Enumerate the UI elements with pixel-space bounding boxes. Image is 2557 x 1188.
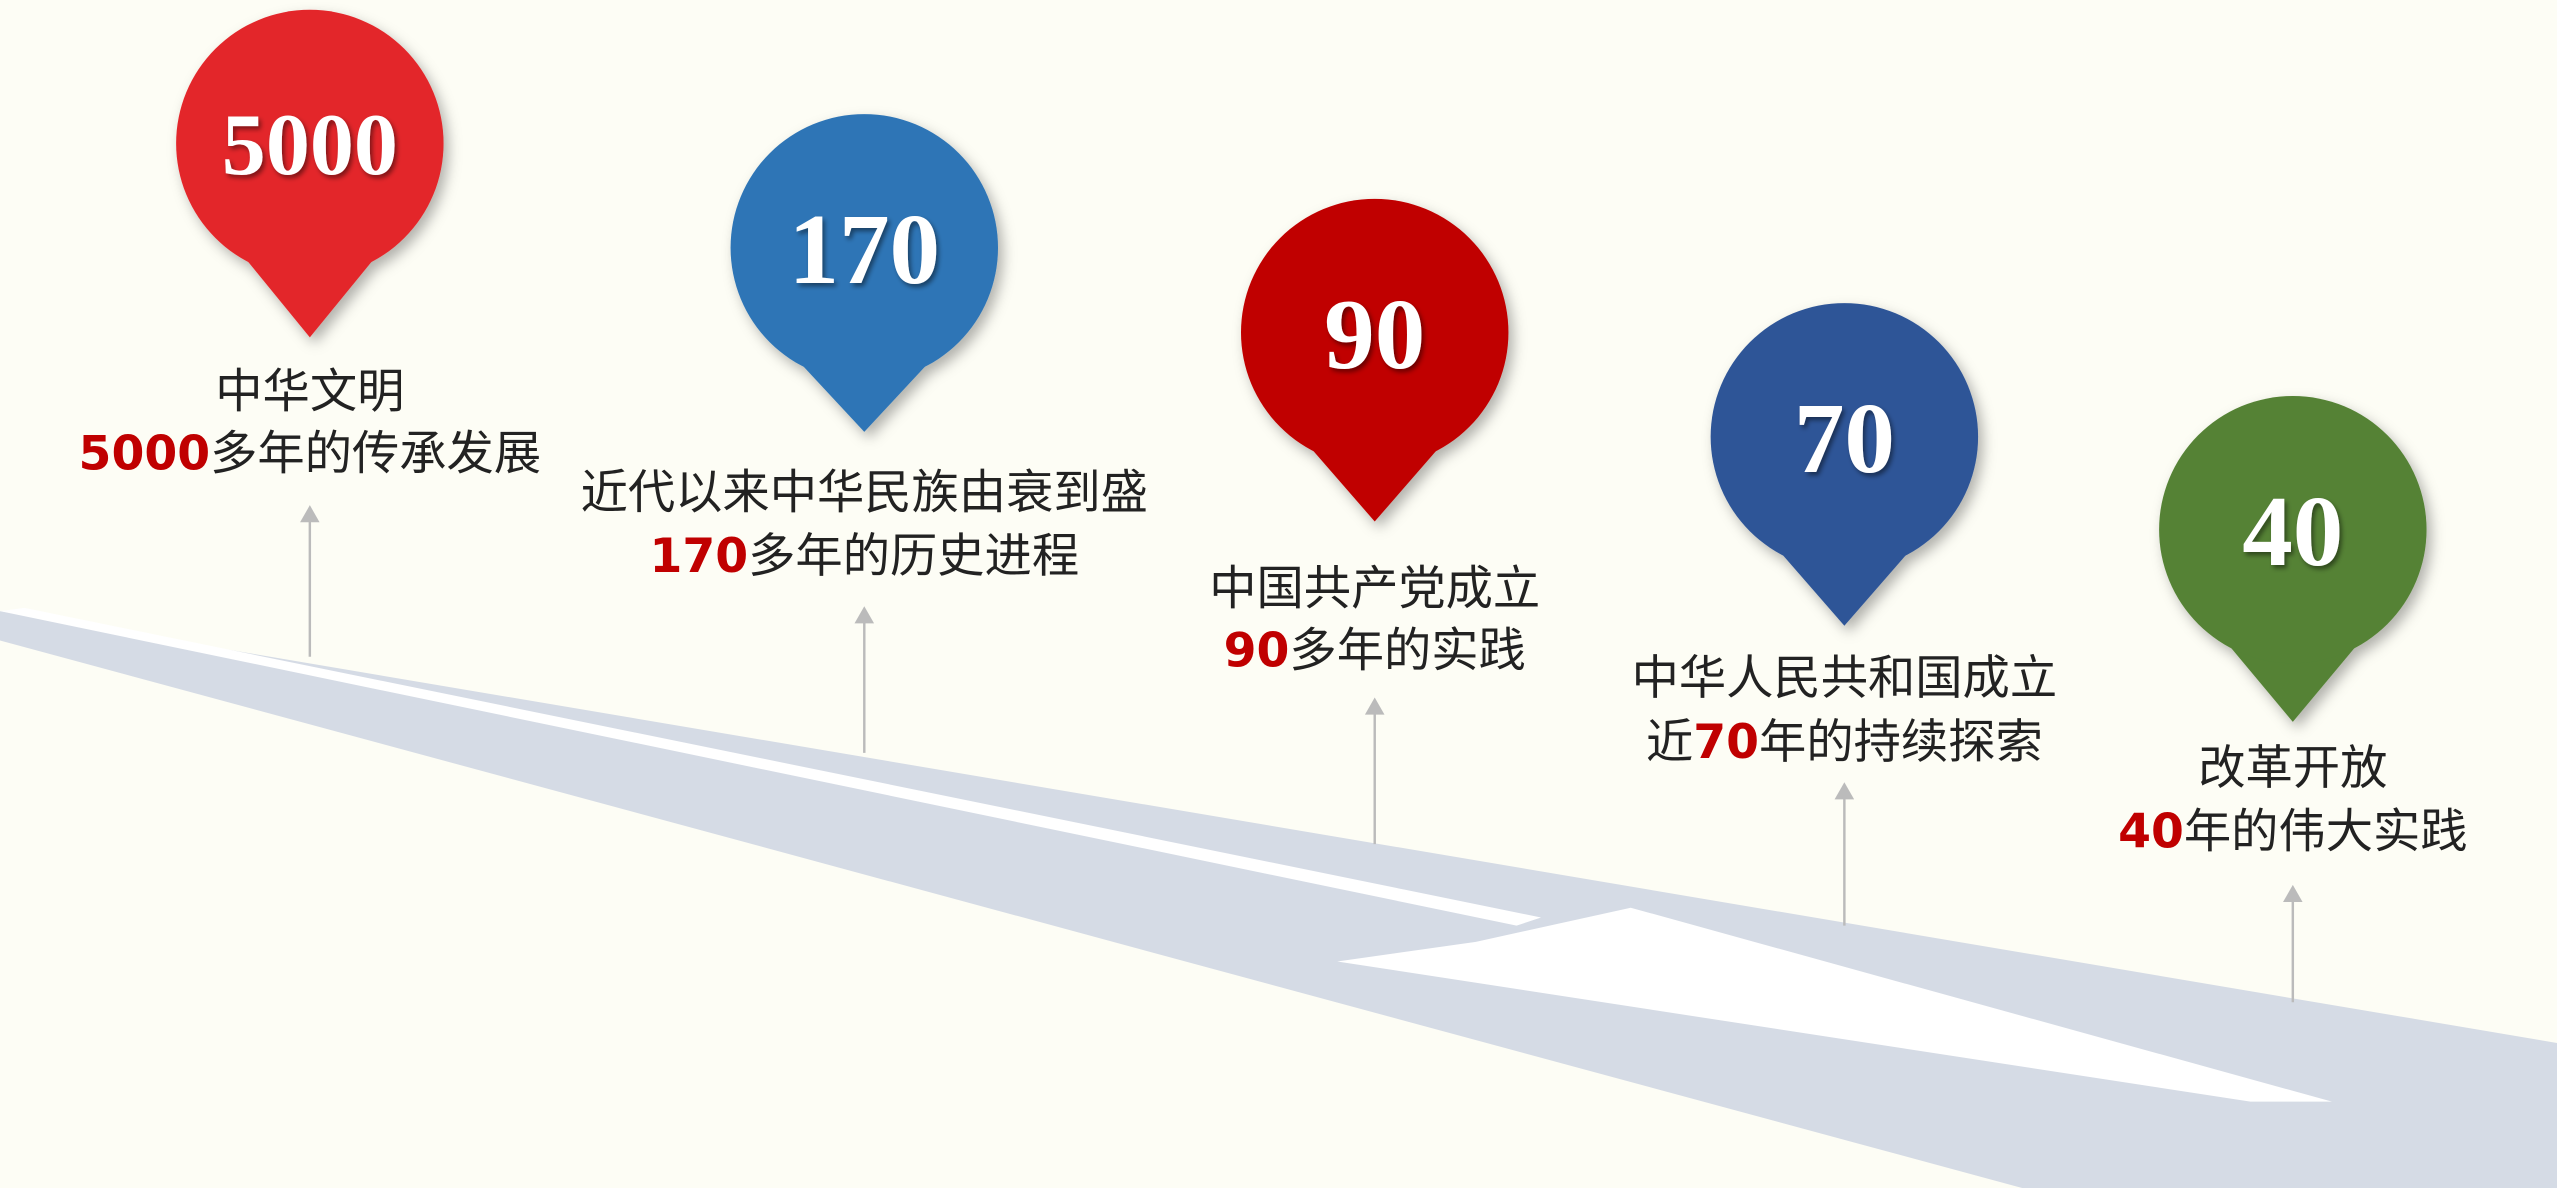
pin-number: 40 (2242, 475, 2343, 587)
detail-suffix: 年的持续探索 (1759, 715, 2043, 770)
milestone-title: 改革开放 (2198, 741, 2387, 796)
milestone-detail: 170多年的历史进程 (649, 529, 1079, 584)
pin-number: 5000 (222, 97, 398, 194)
detail-suffix: 多年的传承发展 (210, 426, 541, 481)
pin-number: 70 (1794, 382, 1895, 494)
detail-suffix: 多年的实践 (1289, 624, 1525, 679)
milestone-title: 中国共产党成立 (1209, 562, 1540, 617)
detail-highlight: 5000 (79, 426, 211, 481)
milestone-detail: 近70年的持续探索 (1646, 715, 2043, 770)
milestone-title: 中华文明 (215, 364, 404, 419)
detail-prefix: 近 (1646, 715, 1693, 770)
milestone-detail: 90多年的实践 (1224, 624, 1526, 679)
detail-highlight: 170 (649, 529, 748, 584)
detail-suffix: 多年的历史进程 (748, 529, 1079, 584)
infographic: 5000中华文明5000多年的传承发展170近代以来中华民族由衰到盛170多年的… (0, 0, 2557, 1188)
detail-highlight: 70 (1693, 715, 1759, 770)
detail-suffix: 年的伟大实践 (2184, 804, 2468, 859)
pin-number: 170 (788, 193, 940, 305)
detail-highlight: 90 (1224, 624, 1290, 679)
milestone-detail: 40年的伟大实践 (2118, 804, 2467, 859)
milestone-detail: 5000多年的传承发展 (79, 426, 542, 481)
milestone-title: 中华人民共和国成立 (1632, 651, 2058, 706)
page: 5000中华文明5000多年的传承发展170近代以来中华民族由衰到盛170多年的… (0, 0, 2557, 1188)
pin-number: 90 (1324, 278, 1425, 390)
detail-highlight: 40 (2118, 804, 2184, 859)
milestone-title: 近代以来中华民族由衰到盛 (581, 465, 1148, 520)
